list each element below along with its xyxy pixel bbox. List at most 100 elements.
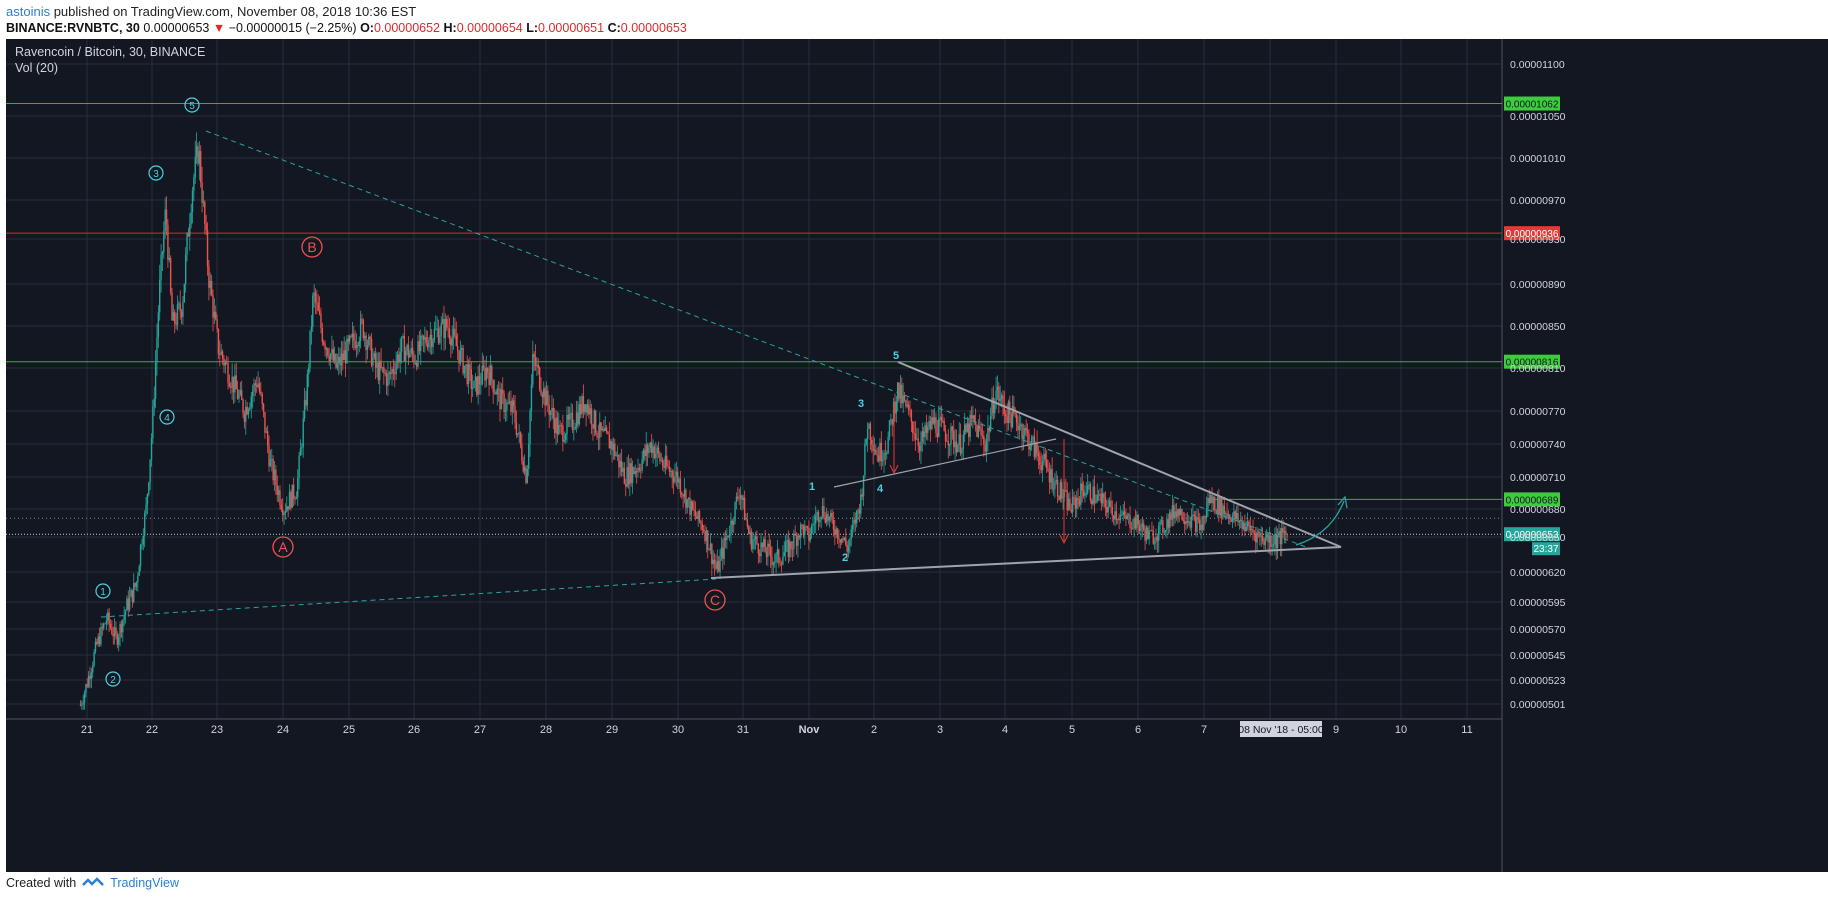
chart-svg[interactable]: 0.00001062 0.00000936 0.00000816 0.00000689…	[6, 39, 1828, 872]
candle-body	[679, 478, 682, 494]
candle-body	[712, 559, 714, 565]
candle-body	[167, 224, 169, 260]
author-link[interactable]: astoinis	[6, 4, 51, 19]
candle-body	[562, 425, 564, 442]
candle-body	[1250, 529, 1253, 530]
candle-body	[204, 201, 206, 224]
candle-body	[238, 394, 240, 399]
candle-body	[1278, 531, 1280, 536]
chart-area[interactable]: 0.00001062 0.00000936 0.00000816 0.00000689…	[6, 39, 1828, 872]
candle-body	[447, 327, 449, 329]
candle-body	[1181, 509, 1183, 520]
candle-body	[425, 337, 427, 344]
candle-body	[295, 497, 298, 499]
candle-body	[1242, 523, 1245, 529]
candle-body	[150, 438, 153, 460]
candle-body	[388, 372, 391, 374]
candle-body	[1007, 401, 1010, 423]
candle-body	[109, 623, 112, 628]
candle-body	[575, 412, 578, 427]
candle-body	[953, 430, 955, 448]
candle-body	[1245, 527, 1247, 532]
candle-body	[940, 416, 943, 421]
candle-body	[890, 419, 892, 421]
candle-body	[549, 411, 552, 416]
candle-body	[988, 427, 990, 432]
candle-body	[723, 537, 725, 559]
candle-body	[1089, 484, 1092, 501]
candle-body	[284, 511, 287, 514]
candle-body	[1266, 533, 1268, 538]
candle-body	[405, 350, 407, 362]
candle-body	[305, 399, 307, 406]
candle-body	[280, 505, 283, 510]
candle-body	[707, 530, 709, 550]
candle-body	[260, 391, 262, 394]
candle-body	[995, 390, 997, 405]
candle-body	[887, 436, 889, 454]
candle-body	[191, 190, 194, 213]
tradingview-link[interactable]: TradingView	[110, 876, 179, 890]
candle-body	[1081, 483, 1083, 491]
candle-body	[1186, 521, 1189, 523]
candle-body	[779, 562, 781, 564]
candle-body	[160, 254, 162, 280]
candle-body	[928, 421, 930, 427]
candle-body	[1156, 536, 1159, 541]
candle-body	[981, 435, 984, 437]
candle-body	[514, 406, 516, 423]
candle-body	[205, 223, 207, 231]
candle-body	[1215, 510, 1217, 513]
candle-body	[552, 407, 555, 419]
candle-body	[398, 354, 400, 363]
candle-body	[548, 404, 550, 416]
candle-body	[1137, 514, 1139, 525]
candle-body	[1230, 518, 1232, 522]
candle-body	[921, 431, 924, 442]
candle-body	[459, 349, 462, 364]
candle-body	[389, 372, 392, 374]
candle-body	[588, 404, 590, 415]
candle-body	[396, 354, 399, 364]
low-value: 0.00000651	[538, 21, 605, 35]
candle-body	[760, 542, 762, 557]
candle-body	[586, 404, 589, 413]
candle-body	[768, 543, 770, 547]
candle-body	[510, 401, 512, 412]
candle-body	[769, 546, 772, 557]
candle-body	[753, 539, 755, 541]
candle-body	[593, 410, 596, 429]
footer: Created with TradingView	[6, 876, 179, 890]
candle-body	[104, 623, 106, 625]
candle-body	[198, 151, 201, 164]
candle-body	[290, 491, 292, 508]
candle-body	[581, 396, 583, 415]
candle-body	[772, 562, 775, 565]
candle-body	[733, 521, 735, 525]
candle-body	[963, 424, 966, 435]
candle-body	[835, 528, 837, 535]
candle-body	[1036, 442, 1038, 454]
candle-body	[924, 425, 926, 438]
current-price-label: 0.00000653	[1506, 530, 1559, 541]
candle-body	[540, 389, 542, 395]
candle-body	[783, 552, 785, 557]
candle-body	[973, 415, 975, 422]
candle-body	[112, 634, 114, 637]
candle-body	[325, 348, 328, 350]
candle-body	[526, 468, 529, 483]
candle-body	[358, 340, 360, 347]
candle-body	[1073, 496, 1075, 499]
candle-body	[668, 466, 671, 472]
candle-body	[1171, 505, 1174, 520]
candle-body	[466, 364, 468, 384]
candle-body	[604, 427, 606, 431]
candle-body	[1041, 461, 1044, 471]
candle-body	[254, 383, 257, 385]
candle-body	[727, 535, 729, 537]
candle-body	[620, 461, 623, 472]
candle-body	[853, 519, 855, 526]
candle-body	[1285, 531, 1287, 535]
red-arrow-head-icon	[889, 464, 899, 475]
candle-body	[208, 266, 210, 288]
